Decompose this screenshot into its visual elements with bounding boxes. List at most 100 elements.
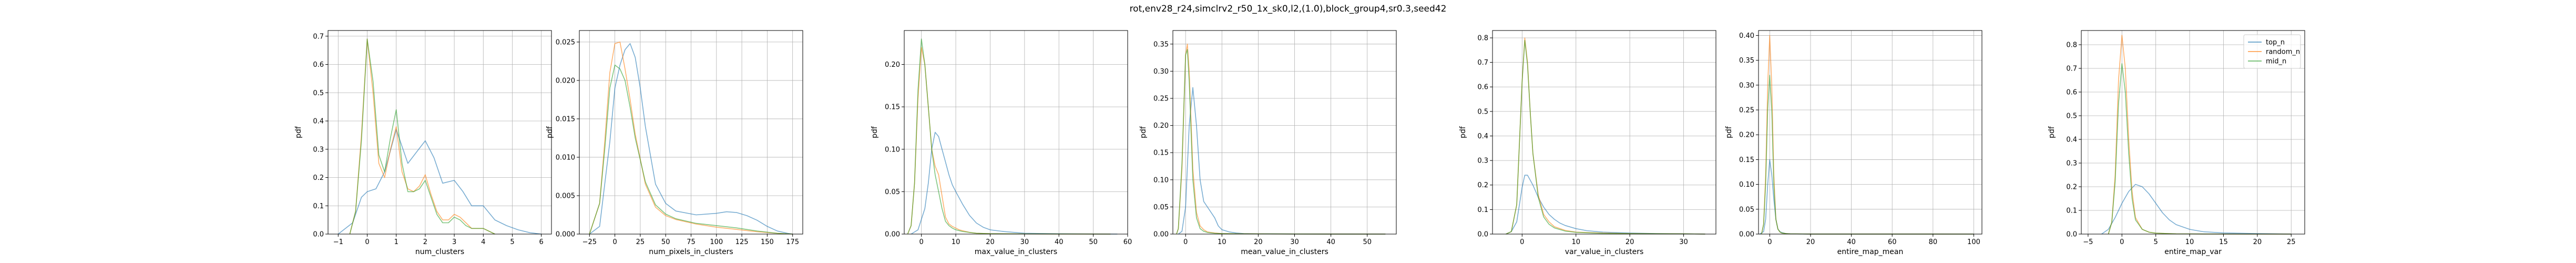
y-axis-label: pdf (871, 126, 879, 138)
x-tick-label: 3 (452, 238, 456, 246)
y-tick-label: 0.8 (1477, 34, 1488, 42)
panel-3: 0 10 20 30 40 50 60 0.00 0.05 0.10 0.15 0.20 max_val… (871, 30, 1132, 256)
x-tick-label: 1 (394, 238, 398, 246)
axes-frame (1758, 30, 1982, 235)
y-tick-label: 0.3 (313, 146, 324, 154)
x-tick-label: 60 (1123, 238, 1132, 246)
panel-6: 0 20 40 60 80 100 0.00 0.05 0.10 0.15 0.20 0.25 0.30… (1725, 30, 1982, 256)
x-tick-label: 80 (1929, 238, 1938, 246)
x-tick-label: 175 (786, 238, 799, 246)
x-tick-label: 4 (481, 238, 485, 246)
x-tick-label: −5 (2083, 238, 2093, 246)
y-tick-label: 0.6 (2066, 89, 2077, 97)
series-line-mid_n (1761, 75, 1974, 235)
y-axis-label: pdf (1459, 126, 1467, 138)
y-axis-label: pdf (1725, 126, 1733, 138)
y-tick-label: 0.30 (1153, 68, 1169, 76)
axes-frame (904, 30, 1128, 235)
x-tick-label: 6 (539, 238, 544, 246)
axes-frame (328, 30, 552, 235)
y-tick-label: 0.40 (1739, 32, 1754, 40)
y-axis-label: pdf (1139, 126, 1148, 138)
x-tick-label: 50 (1363, 238, 1372, 246)
x-tick-label: 10 (2185, 238, 2194, 246)
legend-label: random_n (2266, 48, 2300, 56)
panel-2: −25 0 25 50 75 100 125 150 175 0.000 0.005 0.010 0.0… (546, 30, 803, 256)
x-tick-label: 2 (423, 238, 427, 246)
y-tick-label: 0.00 (1739, 231, 1754, 239)
x-axis-label: entire_map_var (2164, 248, 2222, 256)
panel-1: −1 0 1 2 3 4 5 6 0.0 0.1 0.2 0.3 0.4 0.5 0.6 0.7 num_clu… (294, 30, 552, 256)
x-tick-label: 25 (2287, 238, 2296, 246)
series-line-mid_n (589, 64, 793, 235)
y-tick-label: 0.00 (1153, 231, 1169, 239)
x-tick-label: 5 (510, 238, 514, 246)
y-tick-label: 0.4 (2066, 136, 2077, 144)
y-axis-label: pdf (546, 126, 554, 138)
y-tick-label: 0.05 (885, 188, 900, 196)
x-tick-label: 15 (2219, 238, 2228, 246)
y-tick-label: 0.1 (1477, 206, 1488, 214)
x-tick-label: −25 (582, 238, 597, 246)
y-tick-label: 0.3 (1477, 157, 1488, 165)
y-tick-label: 0.6 (313, 61, 324, 69)
legend-label: top_n (2266, 39, 2285, 47)
x-tick-label: 50 (1089, 238, 1098, 246)
x-tick-label: 40 (1847, 238, 1856, 246)
x-tick-label: 60 (1888, 238, 1897, 246)
series-line-random_n (589, 42, 793, 235)
x-tick-label: 0 (919, 238, 924, 246)
y-tick-label: 0.4 (1477, 133, 1488, 140)
y-tick-label: 0.0 (2066, 231, 2077, 239)
y-tick-label: 0.05 (1739, 206, 1754, 214)
x-tick-label: 0 (1183, 238, 1188, 246)
y-tick-label: 0.15 (885, 104, 900, 112)
y-tick-label: 0.0 (1477, 231, 1488, 239)
axes-frame (1492, 30, 1716, 235)
x-tick-label: 20 (1806, 238, 1815, 246)
legend-box (2243, 34, 2301, 69)
y-tick-label: 0.20 (885, 61, 900, 69)
x-tick-label: 20 (2253, 238, 2262, 246)
x-axis-label: mean_value_in_clusters (1241, 248, 1328, 256)
y-tick-label: 0.2 (1477, 181, 1488, 189)
panel-5: 0 10 20 30 0.0 0.1 0.2 0.3 0.4 0.5 0.6 0.7 0.8 var_va… (1459, 30, 1716, 256)
y-tick-label: 0.5 (313, 89, 324, 97)
y-tick-label: 0.000 (556, 231, 575, 239)
y-tick-label: 0.025 (556, 38, 575, 46)
x-tick-label: 25 (636, 238, 645, 246)
x-tick-label: 30 (1020, 238, 1029, 246)
y-tick-label: 0.30 (1739, 82, 1754, 89)
panel-4: 0 10 20 30 40 50 0.00 0.05 0.10 0.15 0.20 0.25 0.30 0… (1139, 30, 1397, 256)
x-tick-label: 0 (365, 238, 369, 246)
x-tick-label: 20 (1254, 238, 1263, 246)
y-tick-label: 0.10 (1739, 181, 1754, 189)
x-tick-label: 30 (1679, 238, 1688, 246)
y-tick-label: 0.5 (2066, 113, 2077, 120)
x-tick-label: −1 (333, 238, 343, 246)
y-tick-label: 0.5 (1477, 108, 1488, 116)
x-tick-label: 75 (687, 238, 696, 246)
figure-title: rot,env28_r24,simclrv2_r50_1x_sk0,l2,(1.… (1130, 4, 1447, 14)
series-line-random_n (349, 38, 495, 235)
y-tick-label: 0.10 (885, 146, 900, 154)
y-tick-label: 0.35 (1739, 57, 1754, 65)
y-tick-label: 0.7 (2066, 65, 2077, 73)
y-tick-label: 0.20 (1739, 132, 1754, 139)
x-tick-label: 40 (1055, 238, 1064, 246)
y-tick-label: 0.25 (1153, 95, 1169, 103)
x-tick-label: 0 (2120, 238, 2124, 246)
series-line-top_n (2101, 184, 2292, 235)
x-axis-label: num_clusters (415, 248, 464, 256)
x-axis-label: entire_map_mean (1837, 248, 1904, 256)
series-line-top_n (338, 129, 541, 235)
axes-frame (2081, 30, 2305, 235)
series-line-mid_n (1506, 39, 1705, 235)
x-tick-label: 0 (612, 238, 617, 246)
y-tick-label: 0.1 (2066, 207, 2077, 215)
y-tick-label: 0.0 (313, 231, 324, 239)
y-tick-label: 0.010 (556, 154, 575, 161)
y-tick-label: 0.00 (885, 231, 900, 239)
y-tick-label: 0.25 (1739, 107, 1754, 115)
